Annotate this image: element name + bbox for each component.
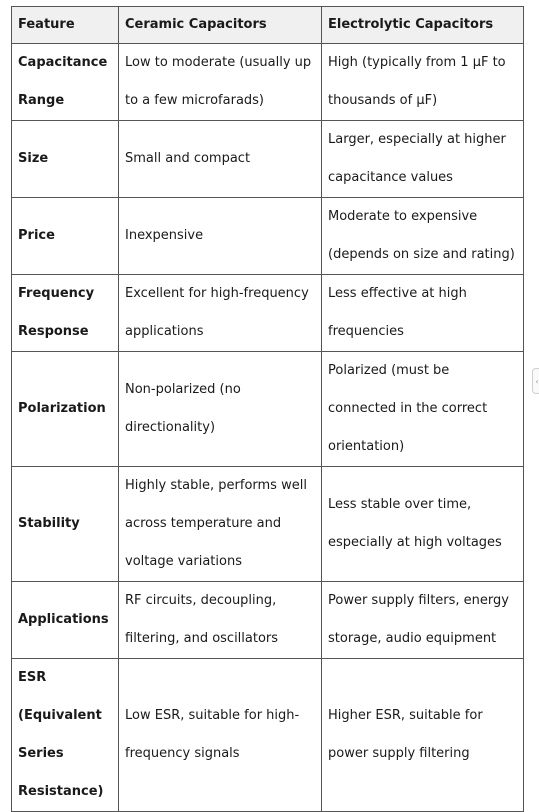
feature-cell: ESR (Equivalent Series Resistance) [11, 658, 119, 812]
table-row: Polarization Non-polarized (no direction… [11, 351, 524, 467]
table-row: Capacitance Range Low to moderate (usual… [11, 43, 524, 121]
feature-cell: Capacitance Range [11, 43, 119, 121]
feature-cell: Price [11, 197, 119, 275]
ceramic-cell: Low to moderate (usually up to a few mic… [118, 43, 322, 121]
feature-cell: Frequency Response [11, 274, 119, 352]
ceramic-cell: Excellent for high-frequency application… [118, 274, 322, 352]
ceramic-cell: Highly stable, performs well across temp… [118, 466, 322, 582]
table-row: Size Small and compact Larger, especiall… [11, 120, 524, 198]
header-feature: Feature [11, 6, 119, 44]
electrolytic-cell: Power supply filters, energy storage, au… [321, 581, 524, 659]
header-electrolytic: Electrolytic Capacitors [321, 6, 524, 44]
electrolytic-cell: Larger, especially at higher capacitance… [321, 120, 524, 198]
feature-cell: Size [11, 120, 119, 198]
feature-cell: Applications [11, 581, 119, 659]
table-row: Applications RF circuits, decoupling, fi… [11, 581, 524, 659]
ceramic-cell: Low ESR, suitable for high-frequency sig… [118, 658, 322, 812]
electrolytic-cell: Higher ESR, suitable for power supply fi… [321, 658, 524, 812]
ceramic-cell: Non-polarized (no directionality) [118, 351, 322, 467]
table-row: Stability Highly stable, performs well a… [11, 466, 524, 582]
electrolytic-cell: Less stable over time, especially at hig… [321, 466, 524, 582]
table-row: Frequency Response Excellent for high-fr… [11, 274, 524, 352]
electrolytic-cell: Polarized (must be connected in the corr… [321, 351, 524, 467]
table-row: Price Inexpensive Moderate to expensive … [11, 197, 524, 275]
chevron-left-icon[interactable]: ‹ [532, 368, 539, 394]
table-row: ESR (Equivalent Series Resistance) Low E… [11, 658, 524, 812]
ceramic-cell: Inexpensive [118, 197, 322, 275]
header-ceramic: Ceramic Capacitors [118, 6, 322, 44]
table-header-row: Feature Ceramic Capacitors Electrolytic … [11, 6, 524, 44]
electrolytic-cell: Less effective at high frequencies [321, 274, 524, 352]
ceramic-cell: RF circuits, decoupling, filtering, and … [118, 581, 322, 659]
ceramic-cell: Small and compact [118, 120, 322, 198]
comparison-table: Feature Ceramic Capacitors Electrolytic … [11, 6, 524, 812]
electrolytic-cell: High (typically from 1 μF to thousands o… [321, 43, 524, 121]
feature-cell: Polarization [11, 351, 119, 467]
feature-cell: Stability [11, 466, 119, 582]
electrolytic-cell: Moderate to expensive (depends on size a… [321, 197, 524, 275]
